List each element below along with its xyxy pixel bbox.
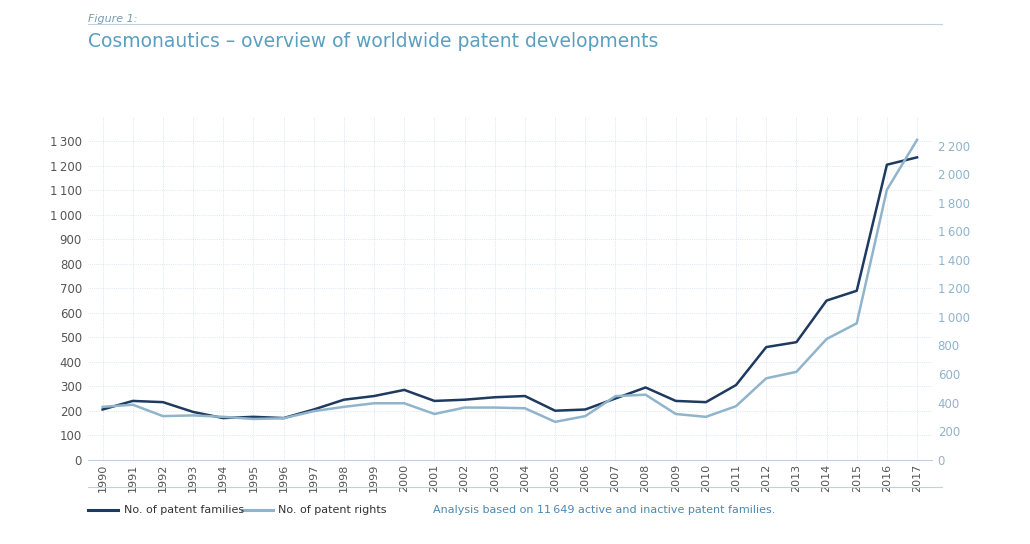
Text: Analysis based on 11 649 active and inactive patent families.: Analysis based on 11 649 active and inac…	[433, 505, 775, 515]
Text: No. of patent rights: No. of patent rights	[278, 505, 386, 515]
Text: Cosmonautics – overview of worldwide patent developments: Cosmonautics – overview of worldwide pat…	[88, 32, 658, 51]
Text: Figure 1:: Figure 1:	[88, 14, 137, 23]
Text: No. of patent families: No. of patent families	[124, 505, 244, 515]
